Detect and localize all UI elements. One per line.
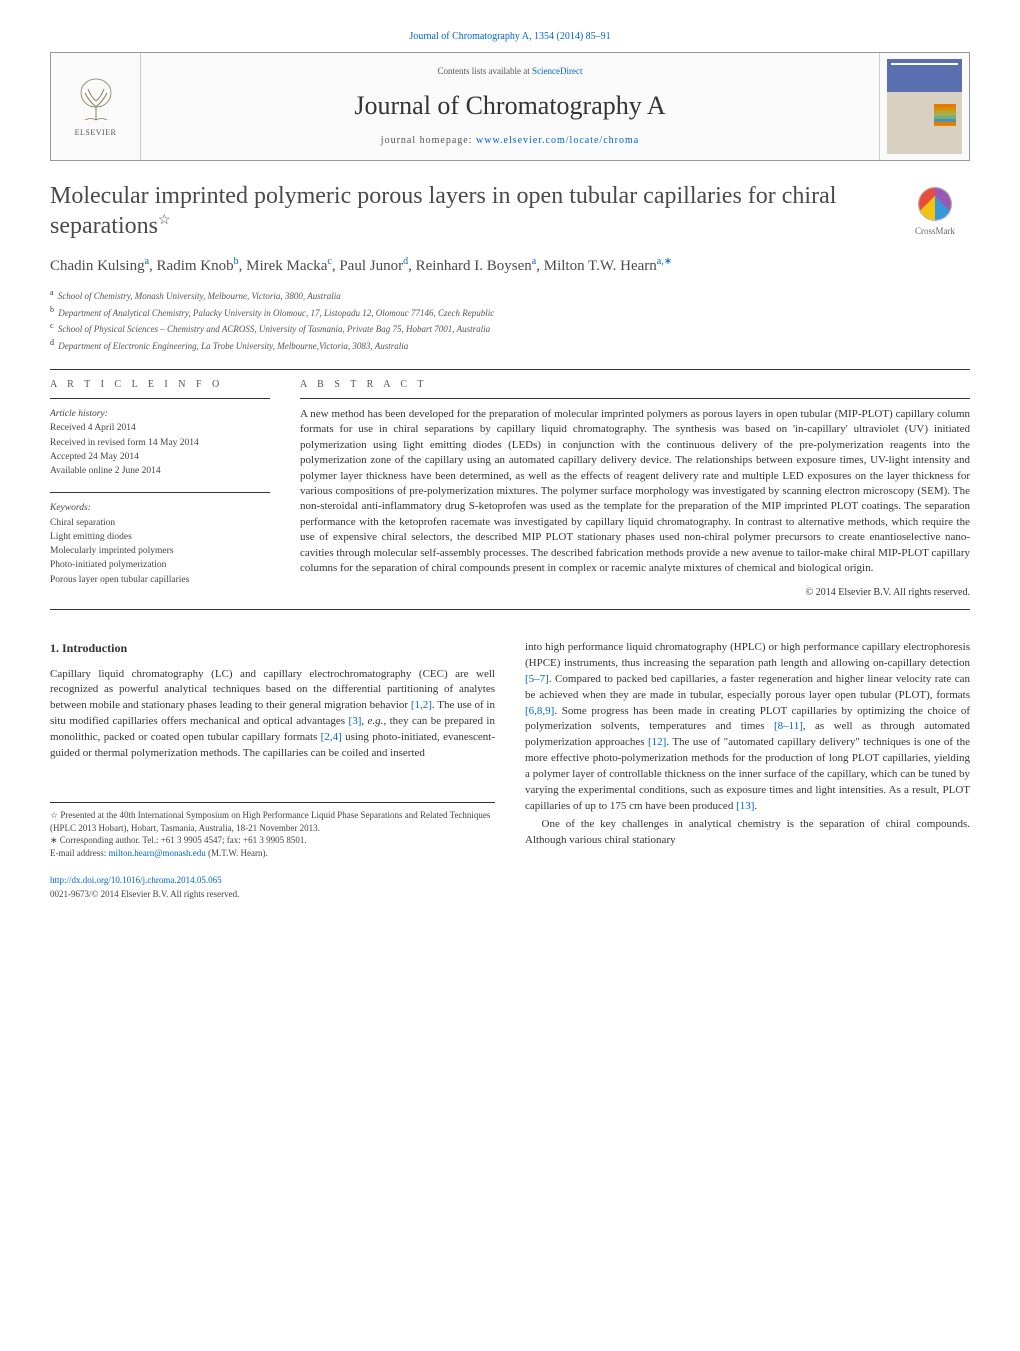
- contents-prefix: Contents lists available at: [438, 66, 532, 76]
- author-affiliation-marker: d: [403, 256, 408, 267]
- authors-line: Chadin Kulsinga, Radim Knobb, Mirek Mack…: [50, 255, 970, 277]
- journal-homepage-line: journal homepage: www.elsevier.com/locat…: [161, 134, 859, 148]
- crossmark-icon: [918, 187, 952, 221]
- abstract-heading: a b s t r a c t: [300, 378, 970, 392]
- footnote-presented: ☆ Presented at the 40th International Sy…: [50, 809, 495, 834]
- doi-link[interactable]: http://dx.doi.org/10.1016/j.chroma.2014.…: [50, 875, 222, 885]
- contents-lists-line: Contents lists available at ScienceDirec…: [161, 65, 859, 78]
- abstract-copyright: © 2014 Elsevier B.V. All rights reserved…: [300, 586, 970, 600]
- citation-ref[interactable]: [6,8,9]: [525, 705, 554, 717]
- keywords-label: Keywords:: [50, 501, 270, 515]
- publisher-logo-cell: ELSEVIER: [51, 53, 141, 160]
- journal-cover-thumbnail[interactable]: [887, 59, 962, 154]
- citation-ref[interactable]: [8–11]: [774, 720, 803, 732]
- history-line: Accepted 24 May 2014: [50, 450, 270, 464]
- article-history-block: Article history: Received 4 April 2014Re…: [50, 407, 270, 478]
- author-affiliation-marker: a: [145, 256, 149, 267]
- crossmark-label: CrossMark: [915, 225, 955, 238]
- article-title-text: Molecular imprinted polymeric porous lay…: [50, 183, 836, 239]
- body-column-left: 1. Introduction Capillary liquid chromat…: [50, 640, 495, 901]
- issn-copyright-line: 0021-9673/© 2014 Elsevier B.V. All right…: [50, 888, 495, 901]
- homepage-prefix: journal homepage:: [381, 135, 476, 146]
- cover-thumbnail-cell: [879, 53, 969, 160]
- elsevier-label: ELSEVIER: [75, 127, 117, 138]
- affiliation-line: a School of Chemistry, Monash University…: [50, 287, 970, 304]
- author: Mirek Macka: [246, 258, 327, 274]
- sciencedirect-link[interactable]: ScienceDirect: [532, 66, 582, 76]
- author: Chadin Kulsing: [50, 258, 145, 274]
- article-history-label: Article history:: [50, 407, 270, 421]
- citation-ref[interactable]: [3]: [349, 715, 362, 727]
- info-rule: [50, 492, 270, 493]
- crossmark-badge[interactable]: CrossMark: [900, 181, 970, 238]
- horizontal-rule: [50, 609, 970, 610]
- title-row: Molecular imprinted polymeric porous lay…: [50, 181, 970, 241]
- journal-title: Journal of Chromatography A: [161, 88, 859, 124]
- article-title: Molecular imprinted polymeric porous lay…: [50, 181, 880, 241]
- affiliation-line: b Department of Analytical Chemistry, Pa…: [50, 304, 970, 321]
- affiliation-line: c School of Physical Sciences – Chemistr…: [50, 320, 970, 337]
- citation-ref[interactable]: [12]: [648, 736, 666, 748]
- author-affiliation-marker: a,∗: [657, 256, 672, 267]
- section-heading-introduction: 1. Introduction: [50, 640, 495, 657]
- horizontal-rule: [50, 369, 970, 370]
- body-column-right: into high performance liquid chromatogra…: [525, 640, 970, 901]
- citation-ref[interactable]: [5–7]: [525, 673, 549, 685]
- email-suffix: (M.T.W. Hearn).: [206, 848, 268, 858]
- history-line: Available online 2 June 2014: [50, 464, 270, 478]
- journal-homepage-link[interactable]: www.elsevier.com/locate/chroma: [476, 135, 639, 146]
- citation-ref[interactable]: [2,4]: [321, 731, 342, 743]
- header-center: Contents lists available at ScienceDirec…: [141, 53, 879, 160]
- journal-citation[interactable]: Journal of Chromatography A, 1354 (2014)…: [50, 30, 970, 44]
- keyword: Molecularly imprinted polymers: [50, 544, 270, 558]
- elsevier-tree-icon: [71, 75, 121, 125]
- affiliations-block: a School of Chemistry, Monash University…: [50, 287, 970, 353]
- footnote-corresponding: ∗ Corresponding author. Tel.: +61 3 9905…: [50, 834, 495, 847]
- keyword: Light emitting diodes: [50, 530, 270, 544]
- author-affiliation-marker: a: [532, 256, 536, 267]
- history-line: Received in revised form 14 May 2014: [50, 436, 270, 450]
- article-info-heading: a r t i c l e i n f o: [50, 378, 270, 392]
- elsevier-logo[interactable]: ELSEVIER: [61, 75, 131, 138]
- keyword: Chiral separation: [50, 516, 270, 530]
- author: Radim Knob: [157, 258, 234, 274]
- body-paragraph: Capillary liquid chromatography (LC) and…: [50, 667, 495, 763]
- keyword: Porous layer open tubular capillaries: [50, 573, 270, 587]
- citation-ref[interactable]: [1,2]: [411, 699, 432, 711]
- footnotes-block: ☆ Presented at the 40th International Sy…: [50, 802, 495, 859]
- abstract-rule: [300, 398, 970, 399]
- keyword: Photo-initiated polymerization: [50, 558, 270, 572]
- journal-header-box: ELSEVIER Contents lists available at Sci…: [50, 52, 970, 161]
- author-affiliation-marker: c: [327, 256, 331, 267]
- citation-ref[interactable]: [13]: [736, 800, 754, 812]
- body-paragraph: into high performance liquid chromatogra…: [525, 640, 970, 815]
- author-affiliation-marker: b: [234, 256, 239, 267]
- keywords-block: Keywords: Chiral separationLight emittin…: [50, 501, 270, 587]
- email-label: E-mail address:: [50, 848, 108, 858]
- body-paragraph: One of the key challenges in analytical …: [525, 817, 970, 849]
- corresponding-email-link[interactable]: milton.hearn@monash.edu: [108, 848, 205, 858]
- author: Milton T.W. Hearn: [544, 258, 657, 274]
- abstract-text: A new method has been developed for the …: [300, 407, 970, 576]
- title-footnote-star: ☆: [158, 213, 171, 228]
- info-rule: [50, 398, 270, 399]
- footnote-email-line: E-mail address: milton.hearn@monash.edu …: [50, 847, 495, 860]
- affiliation-line: d Department of Electronic Engineering, …: [50, 337, 970, 354]
- body-columns: 1. Introduction Capillary liquid chromat…: [50, 640, 970, 901]
- doi-line: http://dx.doi.org/10.1016/j.chroma.2014.…: [50, 874, 495, 887]
- author: Paul Junor: [339, 258, 403, 274]
- info-abstract-row: a r t i c l e i n f o Article history: R…: [50, 378, 970, 601]
- history-line: Received 4 April 2014: [50, 421, 270, 435]
- abstract-column: a b s t r a c t A new method has been de…: [300, 378, 970, 601]
- article-info-column: a r t i c l e i n f o Article history: R…: [50, 378, 270, 601]
- author: Reinhard I. Boysen: [416, 258, 532, 274]
